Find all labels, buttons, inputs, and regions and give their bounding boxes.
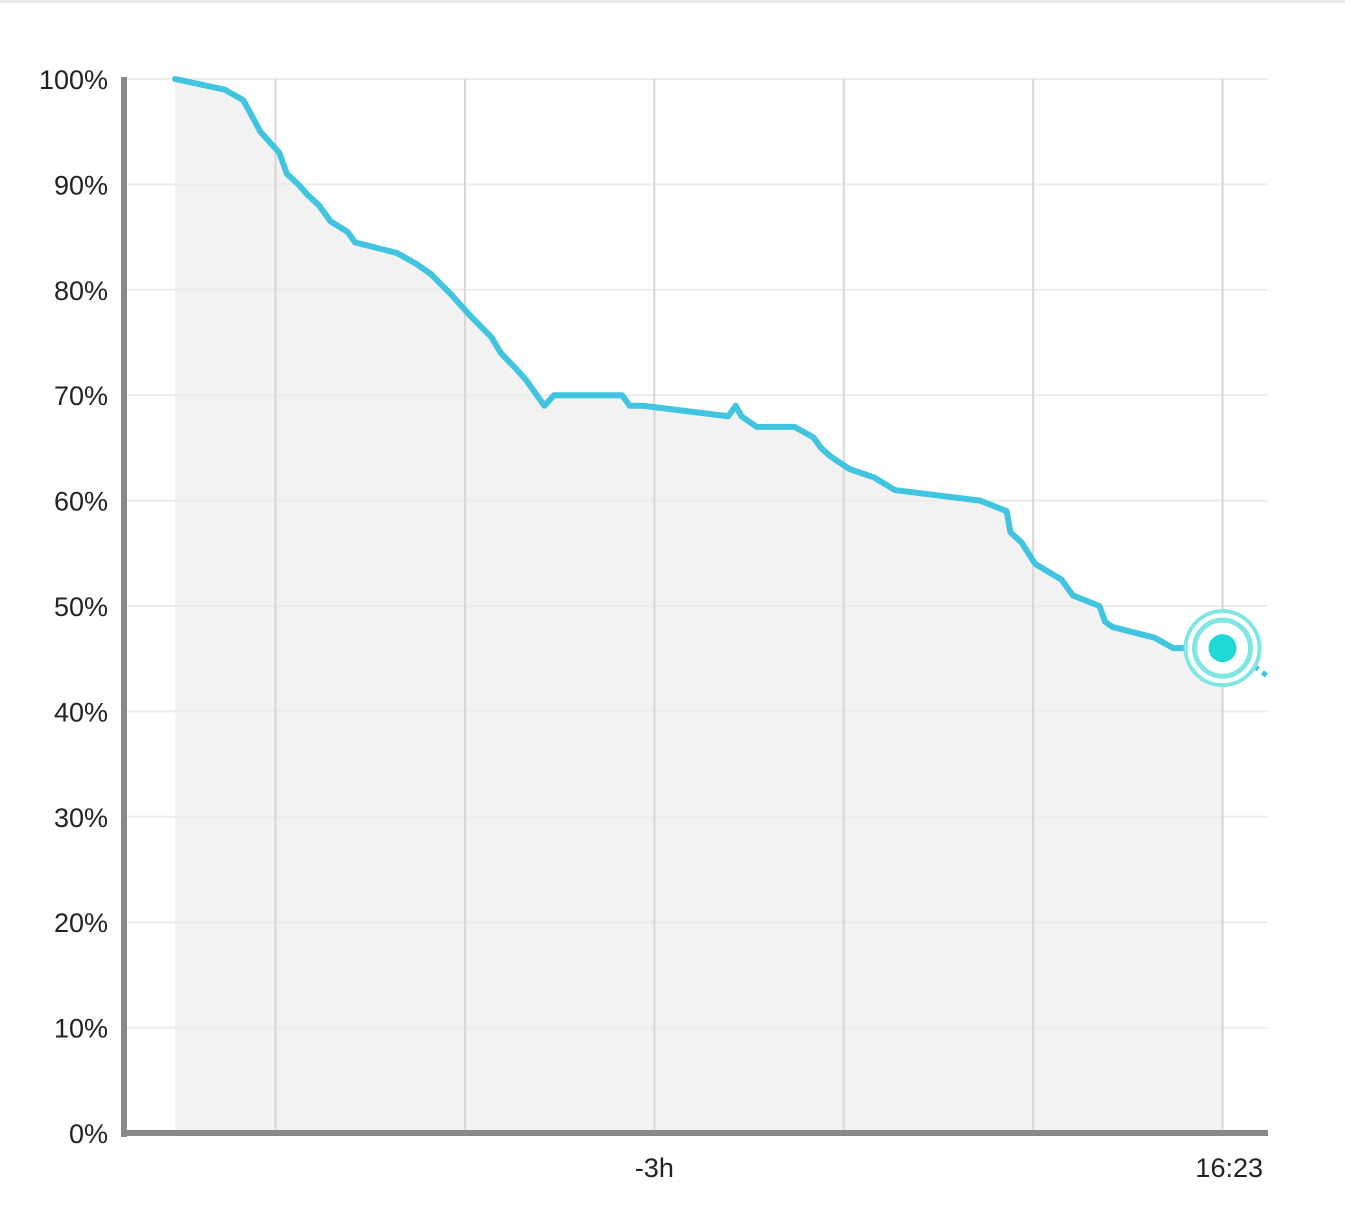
series-line bbox=[172, 76, 1226, 652]
y-tick-label: 50% bbox=[54, 592, 108, 622]
y-tick-label: 10% bbox=[54, 1014, 108, 1044]
y-tick-label: 60% bbox=[54, 487, 108, 517]
y-tick-label: 90% bbox=[54, 170, 108, 200]
current-marker-dot bbox=[1208, 634, 1237, 663]
y-tick-label: 70% bbox=[54, 381, 108, 411]
y-tick-label: 40% bbox=[54, 697, 108, 727]
top-divider bbox=[0, 0, 1345, 3]
x-tick-label: -3h bbox=[635, 1153, 674, 1183]
y-tick-label: 30% bbox=[54, 803, 108, 833]
y-tick-label: 100% bbox=[39, 65, 108, 95]
y-tick-label: 80% bbox=[54, 276, 108, 306]
y-tick-label: 0% bbox=[69, 1119, 108, 1149]
y-tick-label: 20% bbox=[54, 908, 108, 938]
x-tick-label: 16:23 bbox=[1195, 1153, 1263, 1183]
